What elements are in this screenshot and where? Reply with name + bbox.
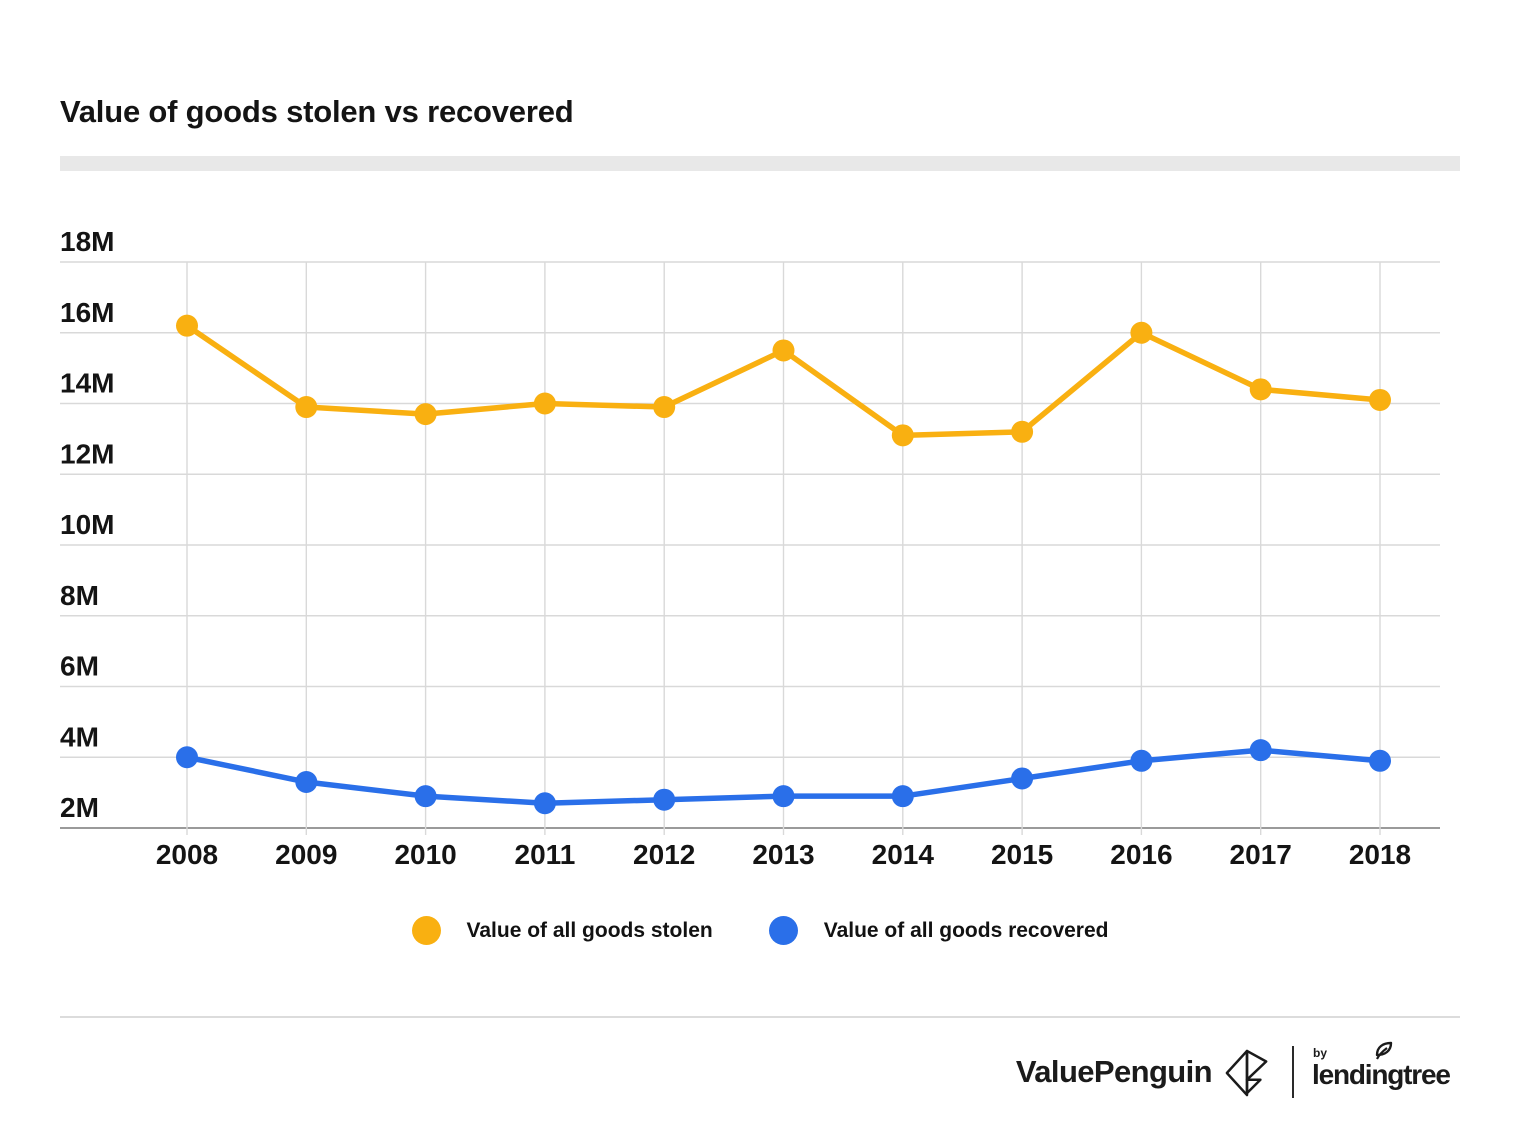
valuepenguin-logo-icon — [1225, 1049, 1268, 1097]
data-point — [772, 785, 795, 808]
valuepenguin-wordmark: ValuePenguin — [1015, 1054, 1213, 1089]
data-point — [176, 746, 198, 769]
x-axis-tick-label: 2008 — [156, 839, 218, 870]
x-axis-tick-label: 2010 — [394, 839, 456, 870]
data-point — [891, 785, 914, 808]
data-point — [295, 771, 318, 794]
data-point — [653, 396, 676, 419]
stolen-series-dot-icon — [411, 916, 441, 945]
data-point — [295, 396, 318, 419]
legend-label-recovered: Value of all goods recovered — [823, 918, 1109, 942]
y-axis-tick-label: 12M — [60, 438, 114, 469]
data-point — [1130, 321, 1153, 344]
y-axis-tick-label: 4M — [60, 721, 99, 752]
x-axis-tick-label: 2016 — [1110, 839, 1172, 870]
y-axis-tick-label: 14M — [60, 368, 114, 399]
data-point — [1369, 749, 1391, 772]
y-axis-tick-label: 16M — [60, 297, 114, 328]
x-axis-tick-label: 2018 — [1349, 839, 1411, 870]
x-axis-tick-label: 2015 — [991, 839, 1053, 870]
legend-item-stolen: Value of all goods stolen — [411, 916, 713, 945]
data-point — [891, 424, 914, 447]
series-line — [184, 322, 1383, 439]
footer-separator — [1292, 1046, 1294, 1098]
x-axis-tick-label: 2017 — [1230, 839, 1292, 870]
legend-item-recovered: Value of all goods recovered — [768, 916, 1109, 945]
lendingtree-by-label: by — [1313, 1046, 1328, 1060]
title-underline-bar — [60, 156, 1460, 171]
x-axis-tick-label: 2009 — [275, 839, 337, 870]
legend-label-stolen: Value of all goods stolen — [466, 918, 713, 942]
y-axis-tick-label: 8M — [60, 580, 99, 611]
y-axis-tick-label: 10M — [60, 509, 114, 540]
lendingtree-wordmark: lendingtree — [1312, 1059, 1451, 1090]
data-point — [1130, 749, 1153, 772]
x-axis-tick-label: 2013 — [752, 839, 814, 870]
chart-legend: Value of all goods stolen Value of all g… — [60, 916, 1460, 945]
data-point — [772, 339, 795, 362]
data-point — [533, 792, 556, 815]
data-point — [1011, 767, 1034, 790]
y-axis-tick-label: 6M — [60, 651, 99, 682]
y-axis-tick-label: 2M — [60, 792, 99, 823]
data-point — [1369, 388, 1391, 411]
lendingtree-logo: by lendingtree — [1312, 1041, 1462, 1100]
data-point — [176, 314, 198, 337]
series-line — [184, 747, 1383, 806]
data-point — [1011, 420, 1034, 443]
recovered-series-dot-icon — [768, 916, 798, 945]
footer-branding: ValuePenguin by lendingtree — [1015, 1041, 1462, 1100]
data-point — [1249, 378, 1272, 401]
x-axis-tick-label: 2014 — [872, 839, 935, 870]
data-point — [1249, 739, 1272, 762]
y-axis-tick-label: 18M — [60, 226, 114, 257]
x-axis-tick-label: 2012 — [633, 839, 695, 870]
data-point — [414, 403, 437, 426]
page-title: Value of goods stolen vs recovered — [60, 94, 574, 129]
x-axis-tick-label: 2011 — [515, 839, 576, 870]
data-point — [533, 392, 556, 415]
data-point — [414, 785, 437, 808]
data-point — [653, 788, 676, 811]
footer-divider — [60, 1016, 1460, 1018]
lendingtree-leaf-icon — [1375, 1041, 1393, 1060]
